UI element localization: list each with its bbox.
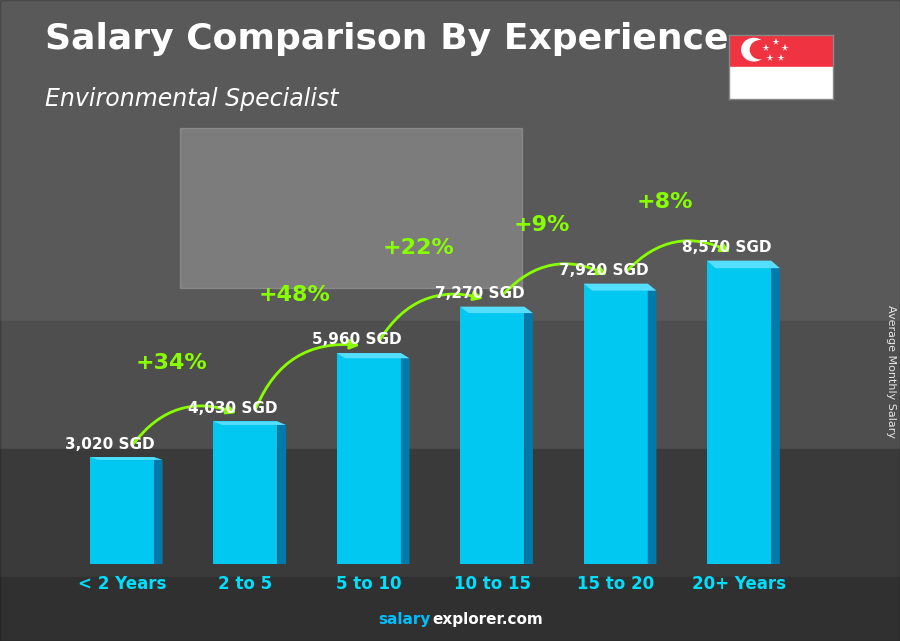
Bar: [0, 577, 900, 641]
Text: +22%: +22%: [382, 238, 454, 258]
Text: Salary Comparison By Experience: Salary Comparison By Experience: [45, 22, 728, 56]
Bar: [729, 35, 832, 67]
Polygon shape: [525, 306, 533, 564]
Polygon shape: [213, 421, 286, 425]
Bar: [707, 261, 771, 564]
Text: 7,270 SGD: 7,270 SGD: [435, 286, 525, 301]
Polygon shape: [583, 284, 656, 290]
Text: Average Monthly Salary: Average Monthly Salary: [886, 305, 896, 438]
Text: 5,960 SGD: 5,960 SGD: [311, 333, 401, 347]
Text: 7,920 SGD: 7,920 SGD: [559, 263, 648, 278]
Bar: [460, 306, 525, 564]
Bar: [213, 421, 277, 564]
Polygon shape: [154, 457, 163, 564]
Polygon shape: [707, 261, 780, 268]
Text: 3,020 SGD: 3,020 SGD: [65, 437, 155, 451]
Polygon shape: [400, 353, 410, 564]
Text: +34%: +34%: [135, 353, 207, 373]
Text: 8,570 SGD: 8,570 SGD: [682, 240, 771, 255]
Polygon shape: [90, 457, 163, 460]
Circle shape: [751, 40, 770, 59]
Polygon shape: [648, 284, 656, 564]
Text: +9%: +9%: [513, 215, 570, 235]
Text: +8%: +8%: [637, 192, 693, 212]
Text: +48%: +48%: [259, 285, 330, 304]
Polygon shape: [337, 353, 410, 358]
Polygon shape: [460, 306, 533, 313]
Polygon shape: [771, 261, 780, 564]
Bar: [90, 457, 154, 564]
Bar: [180, 128, 522, 288]
Text: salary: salary: [378, 612, 430, 627]
Bar: [729, 67, 832, 99]
Bar: [337, 353, 400, 564]
Polygon shape: [277, 421, 286, 564]
Bar: [0, 0, 900, 320]
Bar: [0, 320, 900, 449]
Circle shape: [742, 38, 766, 61]
Text: explorer.com: explorer.com: [432, 612, 543, 627]
Text: Environmental Specialist: Environmental Specialist: [45, 87, 338, 110]
Bar: [0, 449, 900, 577]
Text: 4,030 SGD: 4,030 SGD: [188, 401, 278, 416]
Bar: [583, 284, 648, 564]
